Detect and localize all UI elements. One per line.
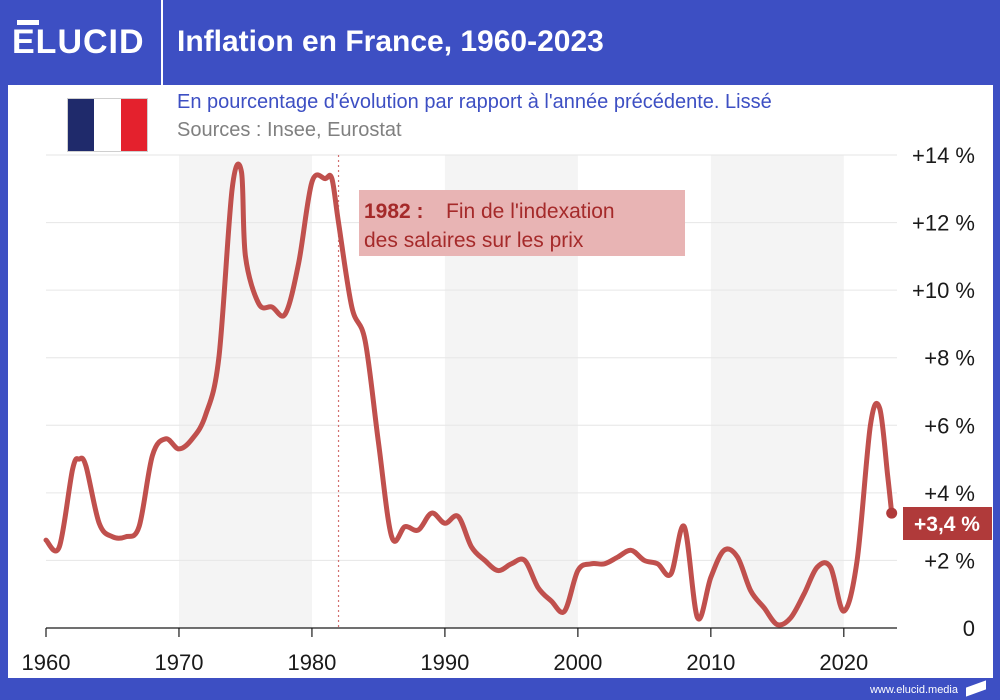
footer-bar xyxy=(0,678,1000,700)
x-tick-label-2020: 2020 xyxy=(819,650,868,675)
x-tick-label-1970: 1970 xyxy=(154,650,203,675)
logo-accent xyxy=(17,20,39,25)
y-tick-label-6: +6 % xyxy=(924,413,975,438)
y-tick-label-8: +8 % xyxy=(924,346,975,371)
flag-stripe-white xyxy=(94,99,121,151)
x-tick-label-1990: 1990 xyxy=(420,650,469,675)
annotation-box xyxy=(359,190,685,256)
france-flag-icon xyxy=(67,98,148,152)
x-tick-label-1980: 1980 xyxy=(287,650,336,675)
footer-website[interactable]: www.elucid.media xyxy=(869,684,958,696)
annotation-text-line1: Fin de l'indexation xyxy=(446,200,615,223)
y-tick-label-14: +14 % xyxy=(912,143,975,168)
y-tick-label-0: 0 xyxy=(963,616,975,641)
y-tick-label-2: +2 % xyxy=(924,548,975,573)
annotation-text-line2: des salaires sur les prix xyxy=(364,229,584,252)
flag-stripe-blue xyxy=(68,99,95,151)
last-value-label-bg xyxy=(903,507,992,540)
page-title: Inflation en France, 1960-2023 xyxy=(177,25,604,58)
y-tick-label-12: +12 % xyxy=(912,211,975,236)
flag-stripe-red xyxy=(120,99,147,151)
y-tick-label-10: +10 % xyxy=(912,278,975,303)
last-value-label: +3,4 % xyxy=(914,513,980,536)
chart-sources: Sources : Insee, Eurostat xyxy=(177,119,402,141)
header-divider xyxy=(161,0,163,85)
x-tick-label-2010: 2010 xyxy=(686,650,735,675)
elucid-logo[interactable]: ELUCID xyxy=(12,23,145,61)
x-tick-label-2000: 2000 xyxy=(553,650,602,675)
y-tick-label-4: +4 % xyxy=(924,481,975,506)
chart-subtitle: En pourcentage d'évolution par rapport à… xyxy=(177,91,772,113)
x-tick-label-1960: 1960 xyxy=(22,650,71,675)
header-bar xyxy=(0,0,1000,85)
decade-band-2010 xyxy=(710,155,844,628)
annotation-year: 1982 : xyxy=(364,200,424,223)
last-value-point xyxy=(886,507,898,519)
inflation-series-line xyxy=(43,161,895,628)
